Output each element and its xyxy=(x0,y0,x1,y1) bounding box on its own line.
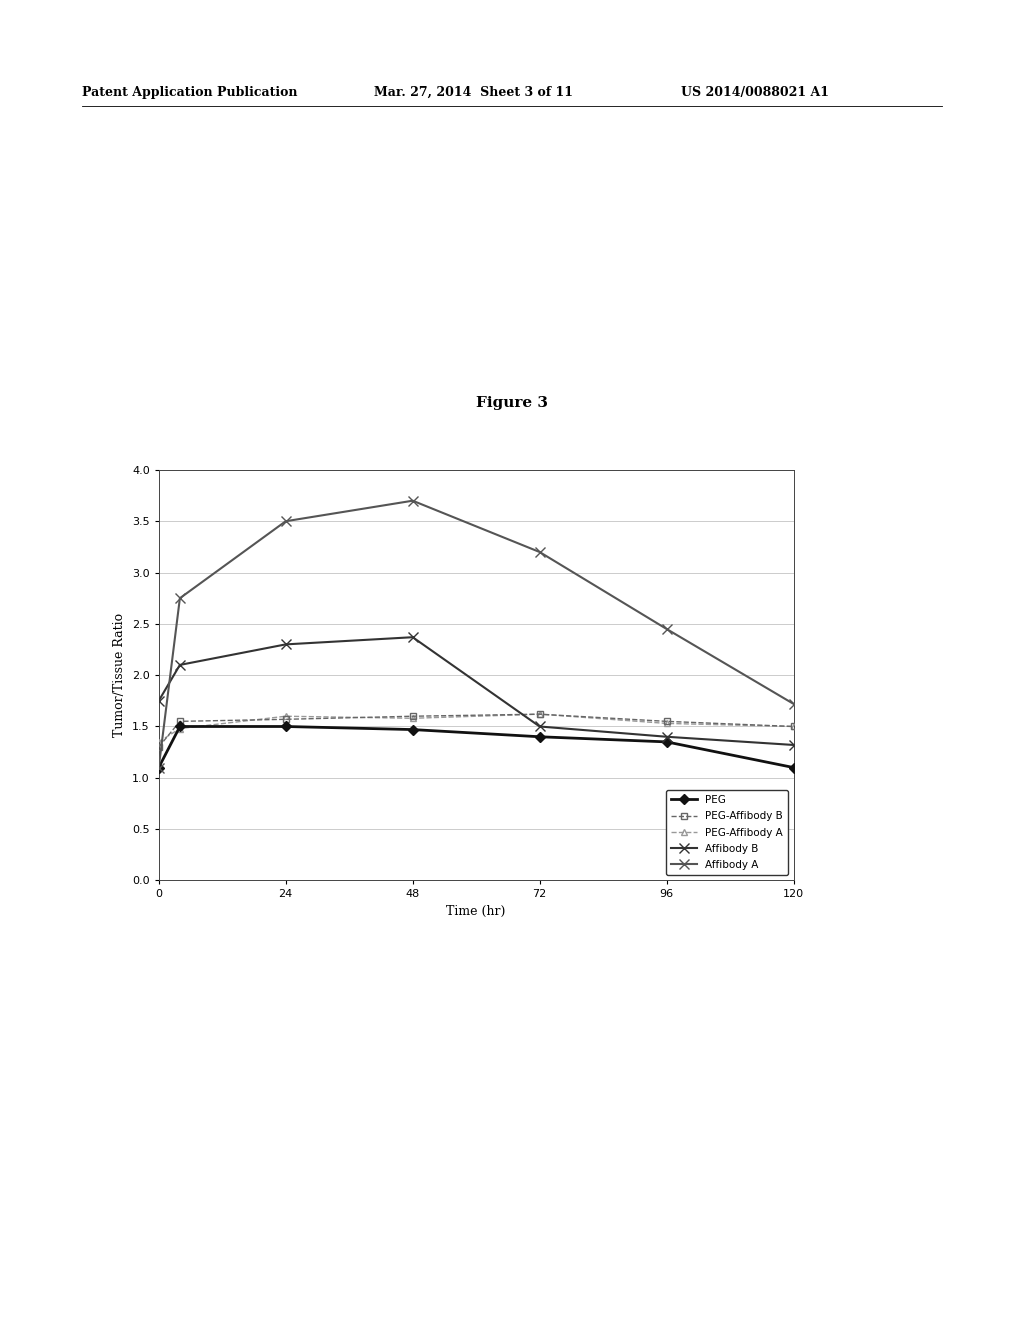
Text: Mar. 27, 2014  Sheet 3 of 11: Mar. 27, 2014 Sheet 3 of 11 xyxy=(374,86,572,99)
PEG-Affibody B xyxy=(153,739,165,755)
Affibody A xyxy=(407,492,419,508)
PEG-Affibody B xyxy=(280,711,292,727)
Affibody A xyxy=(660,622,673,638)
Affibody A xyxy=(153,759,165,775)
Line: PEG-Affibody A: PEG-Affibody A xyxy=(156,710,797,746)
Affibody B xyxy=(787,737,800,752)
PEG-Affibody B xyxy=(787,718,800,734)
PEG-Affibody B xyxy=(660,713,673,729)
Affibody A xyxy=(280,513,292,529)
PEG-Affibody A xyxy=(153,734,165,750)
PEG-Affibody B xyxy=(534,706,546,722)
Affibody B xyxy=(407,630,419,645)
X-axis label: Time (hr): Time (hr) xyxy=(446,906,506,917)
Text: Patent Application Publication: Patent Application Publication xyxy=(82,86,297,99)
Affibody B xyxy=(174,657,186,673)
Legend: PEG, PEG-Affibody B, PEG-Affibody A, Affibody B, Affibody A: PEG, PEG-Affibody B, PEG-Affibody A, Aff… xyxy=(666,789,788,875)
Line: Affibody B: Affibody B xyxy=(154,632,799,750)
Affibody B xyxy=(660,729,673,744)
Line: PEG: PEG xyxy=(156,723,797,771)
Line: Affibody A: Affibody A xyxy=(154,496,799,772)
Y-axis label: Tumor/Tissue Ratio: Tumor/Tissue Ratio xyxy=(114,612,126,738)
Line: PEG-Affibody B: PEG-Affibody B xyxy=(156,710,797,751)
PEG xyxy=(280,718,292,734)
PEG xyxy=(153,759,165,775)
PEG xyxy=(660,734,673,750)
Text: Figure 3: Figure 3 xyxy=(476,396,548,411)
Affibody A xyxy=(174,590,186,606)
Affibody B xyxy=(534,718,546,734)
Affibody A xyxy=(534,544,546,560)
Affibody A xyxy=(787,696,800,711)
PEG-Affibody A xyxy=(174,721,186,737)
Affibody B xyxy=(280,636,292,652)
PEG-Affibody B xyxy=(407,709,419,725)
PEG-Affibody B xyxy=(174,713,186,729)
PEG-Affibody A xyxy=(660,715,673,731)
PEG-Affibody A xyxy=(787,718,800,734)
PEG-Affibody A xyxy=(534,706,546,722)
Affibody B xyxy=(153,693,165,709)
PEG-Affibody A xyxy=(280,709,292,725)
PEG xyxy=(787,759,800,775)
PEG xyxy=(534,729,546,744)
PEG xyxy=(407,722,419,738)
PEG xyxy=(174,718,186,734)
Text: US 2014/0088021 A1: US 2014/0088021 A1 xyxy=(681,86,829,99)
PEG-Affibody A xyxy=(407,710,419,726)
